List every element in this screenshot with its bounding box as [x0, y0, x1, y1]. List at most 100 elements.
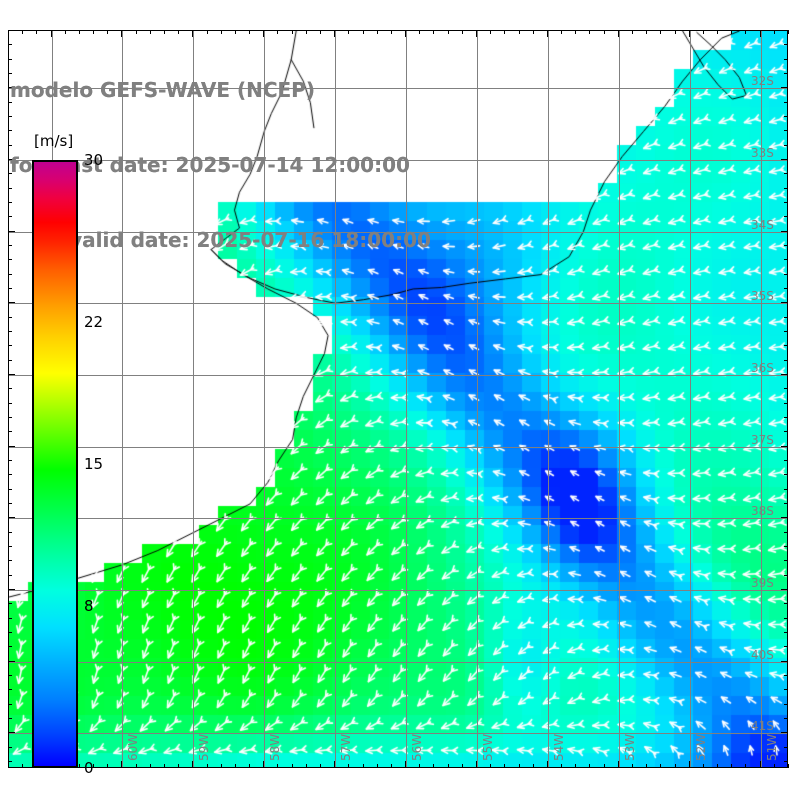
xtick-bottom: [675, 764, 676, 768]
xtick-bottom: [221, 764, 222, 768]
ytick-left: [8, 704, 12, 705]
xtick-bottom: [121, 761, 122, 768]
xtick-bottom: [164, 764, 165, 768]
ytick-right: [784, 360, 788, 361]
xtick-top: [51, 30, 52, 37]
xtick-top: [207, 30, 208, 34]
xtick-top: [448, 30, 449, 34]
xtick-top: [589, 30, 590, 34]
lat-tick-label: 33S: [751, 146, 774, 160]
ytick-right: [781, 661, 788, 662]
ytick-left: [8, 288, 12, 289]
xtick-bottom: [533, 764, 534, 768]
ytick-left: [8, 431, 12, 432]
xtick-bottom: [348, 764, 349, 768]
ytick-right: [784, 188, 788, 189]
ytick-left: [8, 589, 15, 590]
xtick-bottom: [575, 764, 576, 768]
ytick-right: [784, 747, 788, 748]
ytick-left: [8, 30, 12, 31]
xtick-bottom: [306, 764, 307, 768]
xtick-top: [235, 30, 236, 34]
lon-tick-label: 57W: [339, 733, 353, 761]
ytick-left: [8, 403, 12, 404]
ytick-left: [8, 689, 12, 690]
xtick-bottom: [519, 764, 520, 768]
ytick-left: [8, 374, 15, 375]
xtick-top: [703, 30, 704, 34]
ytick-right: [784, 259, 788, 260]
xtick-top: [660, 30, 661, 34]
xtick-top: [675, 30, 676, 34]
xtick-bottom: [334, 761, 335, 768]
ytick-left: [8, 130, 12, 131]
ytick-right: [784, 245, 788, 246]
xtick-top: [774, 30, 775, 34]
colorbar-tick-label: 22: [84, 313, 104, 332]
xtick-bottom: [292, 764, 293, 768]
lat-tick-label: 38S: [751, 504, 774, 518]
xtick-top: [292, 30, 293, 34]
gridline-lat: [9, 447, 787, 448]
ytick-left: [8, 173, 12, 174]
ytick-right: [784, 503, 788, 504]
gridline-lon: [335, 31, 336, 767]
ytick-right: [784, 489, 788, 490]
gridline-lat: [9, 160, 787, 161]
ytick-right: [784, 460, 788, 461]
xtick-bottom: [207, 764, 208, 768]
xtick-top: [107, 30, 108, 34]
ytick-right: [784, 30, 788, 31]
ytick-right: [781, 159, 788, 160]
ytick-left: [8, 245, 12, 246]
ytick-right: [784, 403, 788, 404]
xtick-bottom: [93, 764, 94, 768]
ytick-right: [784, 274, 788, 275]
xtick-bottom: [178, 764, 179, 768]
gridline-lat: [9, 232, 787, 233]
gridline-lon: [406, 31, 407, 767]
lat-tick-label: 34S: [751, 218, 774, 232]
chart-title: modelo GEFS-WAVE (NCEP) forecast date: 2…: [10, 28, 490, 303]
ytick-left: [8, 474, 12, 475]
gridline-lon: [122, 31, 123, 767]
lat-tick-label: 36S: [751, 361, 774, 375]
ytick-right: [784, 560, 788, 561]
xtick-bottom: [79, 764, 80, 768]
ytick-right: [784, 417, 788, 418]
ytick-right: [784, 546, 788, 547]
xtick-bottom: [405, 761, 406, 768]
lon-tick-label: 52W: [694, 733, 708, 761]
ytick-left: [8, 388, 12, 389]
xtick-top: [391, 30, 392, 34]
ytick-left: [8, 460, 12, 461]
xtick-top: [519, 30, 520, 34]
ytick-right: [781, 231, 788, 232]
xtick-top: [377, 30, 378, 34]
ytick-left: [8, 503, 12, 504]
xtick-top: [8, 30, 9, 34]
ytick-left: [8, 274, 12, 275]
xtick-bottom: [192, 761, 193, 768]
xtick-top: [646, 30, 647, 34]
ytick-left: [8, 546, 12, 547]
ytick-left: [8, 159, 15, 160]
xtick-bottom: [660, 764, 661, 768]
ytick-left: [8, 188, 12, 189]
xtick-bottom: [249, 764, 250, 768]
xtick-top: [575, 30, 576, 34]
gridline-lat: [9, 662, 787, 663]
xtick-top: [93, 30, 94, 34]
lon-tick-label: 53W: [623, 733, 637, 761]
xtick-bottom: [604, 764, 605, 768]
xtick-top: [334, 30, 335, 37]
ytick-left: [8, 87, 15, 88]
ytick-right: [784, 603, 788, 604]
xtick-top: [604, 30, 605, 34]
xtick-top: [221, 30, 222, 34]
ytick-left: [8, 618, 12, 619]
xtick-bottom: [689, 761, 690, 768]
xtick-bottom: [320, 764, 321, 768]
ytick-right: [784, 646, 788, 647]
ytick-left: [8, 331, 12, 332]
